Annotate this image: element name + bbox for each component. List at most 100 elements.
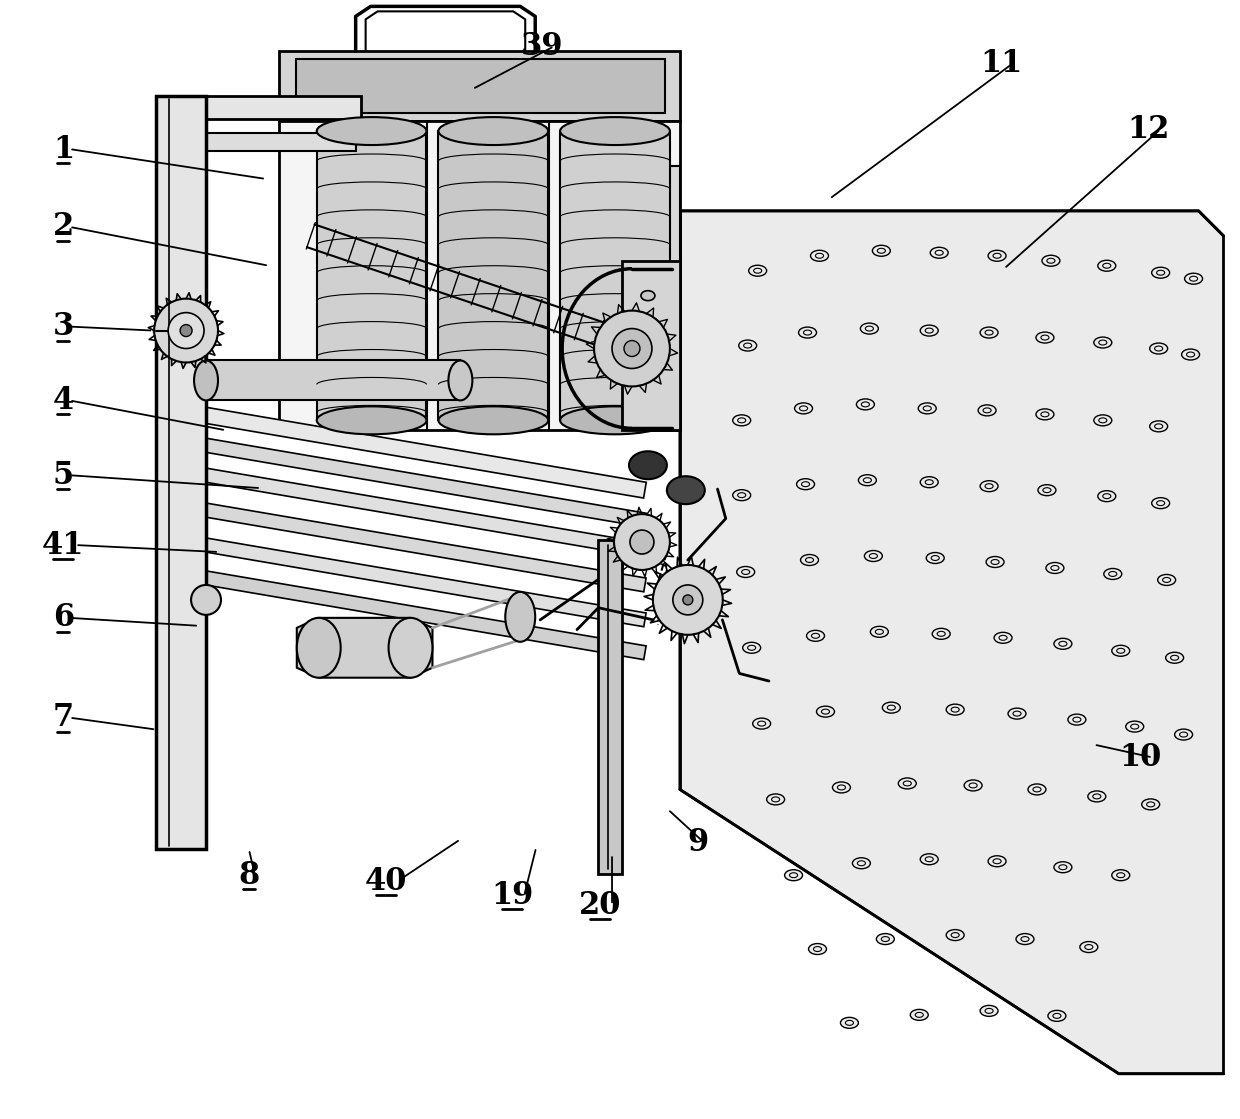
Ellipse shape — [1109, 572, 1117, 576]
Text: 10: 10 — [1120, 742, 1162, 773]
Ellipse shape — [1087, 791, 1106, 802]
Ellipse shape — [748, 646, 755, 650]
Ellipse shape — [811, 251, 828, 261]
Ellipse shape — [1040, 335, 1049, 340]
Text: 12: 12 — [1127, 113, 1169, 144]
Ellipse shape — [852, 858, 870, 868]
Ellipse shape — [1059, 865, 1066, 869]
Ellipse shape — [883, 702, 900, 713]
Ellipse shape — [388, 618, 433, 678]
Ellipse shape — [861, 323, 878, 335]
Ellipse shape — [837, 784, 846, 790]
Ellipse shape — [1047, 563, 1064, 573]
Ellipse shape — [1166, 652, 1184, 664]
Ellipse shape — [1080, 941, 1097, 952]
Ellipse shape — [932, 629, 950, 639]
Text: 39: 39 — [521, 31, 563, 62]
Ellipse shape — [903, 781, 911, 786]
Ellipse shape — [806, 630, 825, 641]
Text: 3: 3 — [52, 311, 74, 342]
Ellipse shape — [898, 778, 916, 789]
Ellipse shape — [1097, 490, 1116, 501]
Ellipse shape — [738, 417, 745, 423]
Ellipse shape — [937, 631, 945, 637]
Polygon shape — [205, 407, 646, 498]
Ellipse shape — [800, 406, 807, 411]
Ellipse shape — [749, 265, 766, 276]
Ellipse shape — [1102, 263, 1111, 269]
Ellipse shape — [758, 721, 765, 726]
Ellipse shape — [629, 451, 667, 479]
Ellipse shape — [1189, 276, 1198, 281]
Ellipse shape — [739, 340, 756, 351]
Ellipse shape — [873, 245, 890, 256]
Ellipse shape — [785, 869, 802, 881]
Ellipse shape — [1035, 332, 1054, 344]
Ellipse shape — [980, 481, 998, 491]
Ellipse shape — [857, 398, 874, 410]
Ellipse shape — [613, 329, 652, 368]
Ellipse shape — [753, 718, 770, 730]
Ellipse shape — [999, 636, 1007, 640]
Ellipse shape — [801, 555, 818, 565]
Ellipse shape — [169, 312, 205, 348]
Polygon shape — [205, 469, 646, 557]
Ellipse shape — [1021, 937, 1029, 941]
Ellipse shape — [439, 406, 548, 434]
Ellipse shape — [1131, 724, 1138, 730]
Ellipse shape — [951, 932, 960, 938]
Polygon shape — [598, 540, 622, 874]
Ellipse shape — [790, 873, 797, 877]
Polygon shape — [316, 131, 427, 421]
Ellipse shape — [1054, 638, 1071, 649]
Ellipse shape — [1073, 717, 1081, 722]
Ellipse shape — [994, 632, 1012, 643]
Ellipse shape — [862, 402, 869, 407]
Ellipse shape — [1094, 415, 1112, 426]
Ellipse shape — [744, 344, 751, 348]
Ellipse shape — [1054, 862, 1071, 873]
Polygon shape — [439, 131, 548, 421]
Ellipse shape — [449, 360, 472, 401]
Ellipse shape — [667, 477, 704, 505]
Ellipse shape — [193, 360, 218, 401]
Ellipse shape — [816, 253, 823, 258]
Ellipse shape — [316, 406, 427, 434]
Ellipse shape — [1152, 267, 1169, 279]
Ellipse shape — [951, 707, 960, 712]
Ellipse shape — [1035, 408, 1054, 420]
Ellipse shape — [1157, 500, 1164, 506]
Ellipse shape — [920, 326, 939, 336]
Ellipse shape — [986, 556, 1004, 567]
Ellipse shape — [813, 947, 822, 951]
Ellipse shape — [821, 709, 830, 714]
Text: 19: 19 — [491, 880, 533, 911]
Ellipse shape — [988, 856, 1006, 867]
Ellipse shape — [1179, 732, 1188, 737]
Ellipse shape — [630, 530, 653, 554]
Ellipse shape — [1152, 498, 1169, 509]
Ellipse shape — [970, 783, 977, 788]
Ellipse shape — [910, 1009, 929, 1021]
Ellipse shape — [985, 330, 993, 335]
Ellipse shape — [1154, 424, 1163, 429]
Polygon shape — [205, 538, 646, 627]
Ellipse shape — [641, 291, 655, 301]
Text: 11: 11 — [980, 48, 1022, 78]
Ellipse shape — [1059, 641, 1066, 647]
Ellipse shape — [1149, 421, 1168, 432]
Ellipse shape — [931, 555, 939, 561]
Ellipse shape — [980, 327, 998, 338]
Text: 9: 9 — [687, 827, 708, 858]
Ellipse shape — [857, 861, 866, 866]
Ellipse shape — [1157, 271, 1164, 275]
Ellipse shape — [1038, 485, 1056, 496]
Ellipse shape — [1112, 646, 1130, 656]
Ellipse shape — [614, 514, 670, 570]
Ellipse shape — [801, 481, 810, 487]
Ellipse shape — [296, 618, 341, 678]
Ellipse shape — [1050, 565, 1059, 571]
Ellipse shape — [925, 857, 934, 862]
Ellipse shape — [1163, 577, 1171, 582]
Ellipse shape — [858, 474, 877, 486]
